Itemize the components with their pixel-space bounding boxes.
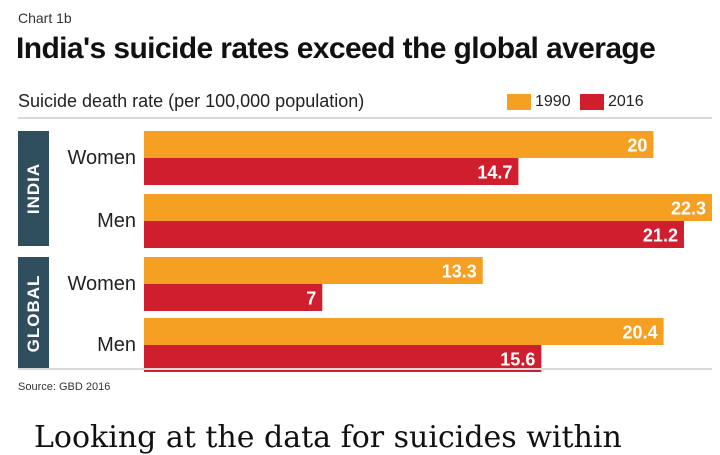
category-label-india-women: Women bbox=[67, 147, 136, 169]
legend-item-2016: 2016 bbox=[580, 93, 644, 111]
bar-1990-global-women bbox=[144, 257, 483, 284]
bar-1990-india-men bbox=[144, 194, 712, 221]
bar-1990-global-men bbox=[144, 318, 664, 345]
bar-2016-global-men bbox=[144, 345, 542, 372]
legend-item-1990: 1990 bbox=[507, 93, 571, 111]
bar-1990-india-women bbox=[144, 131, 654, 158]
data-label-1990-global-women: 13.3 bbox=[442, 262, 477, 282]
data-label-2016-india-women: 14.7 bbox=[477, 163, 512, 183]
category-label-india-men: Men bbox=[97, 210, 136, 232]
data-label-1990-india-women: 20 bbox=[627, 136, 647, 156]
legend-label-1990: 1990 bbox=[535, 93, 571, 110]
chart-kicker: Chart 1b bbox=[18, 10, 72, 26]
legend-swatch-1990 bbox=[507, 94, 531, 110]
source-note: Source: GBD 2016 bbox=[18, 381, 111, 393]
data-label-2016-global-men: 15.6 bbox=[500, 350, 535, 370]
data-label-2016-global-women: 7 bbox=[306, 289, 316, 309]
bar-2016-global-women bbox=[144, 284, 323, 311]
category-label-global-women: Women bbox=[67, 273, 136, 295]
bar-2016-india-men bbox=[144, 221, 684, 248]
group-label-india: INDIA bbox=[24, 163, 43, 214]
category-label-global-men: Men bbox=[97, 334, 136, 356]
bottom-divider bbox=[18, 368, 712, 370]
article-text-fragment: Looking at the data for suicides within bbox=[34, 420, 622, 455]
group-label-global: GLOBAL bbox=[24, 275, 43, 353]
group-box-global bbox=[18, 257, 49, 370]
legend-label-2016: 2016 bbox=[608, 93, 644, 110]
group-box-india bbox=[18, 131, 49, 246]
data-label-1990-global-men: 20.4 bbox=[623, 323, 658, 343]
data-label-1990-india-men: 22.3 bbox=[671, 199, 706, 219]
bar-2016-india-women bbox=[144, 158, 519, 185]
chart-title: India's suicide rates exceed the global … bbox=[16, 32, 656, 65]
chart-subtitle: Suicide death rate (per 100,000 populati… bbox=[18, 91, 365, 111]
legend-swatch-2016 bbox=[580, 94, 604, 110]
data-label-2016-india-men: 21.2 bbox=[643, 226, 678, 246]
top-divider bbox=[18, 117, 712, 119]
bar-chart: INDIA GLOBAL Women 20 14.7 Men 22.3 21.2 Women 13… bbox=[18, 131, 712, 372]
